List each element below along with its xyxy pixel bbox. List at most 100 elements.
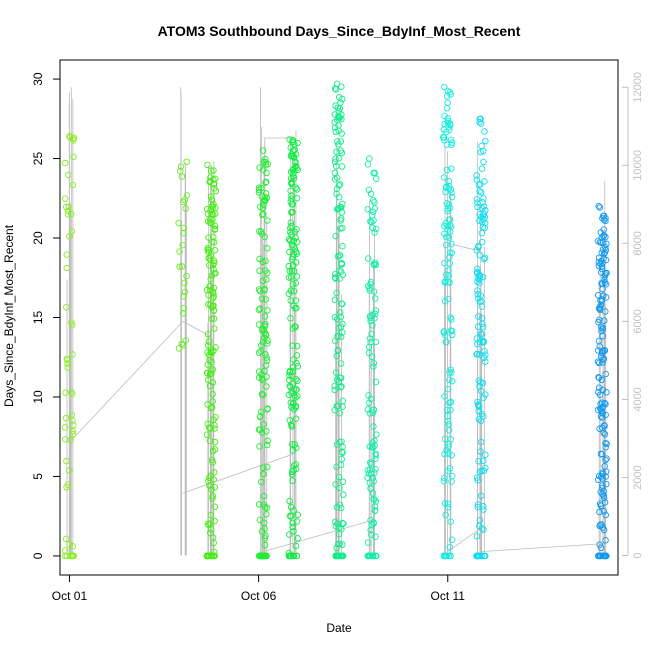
scatter-point — [370, 519, 377, 526]
scatter-point — [61, 552, 69, 560]
scatter-point — [474, 278, 481, 286]
scatter-point — [210, 293, 218, 300]
scatter-point — [603, 389, 610, 396]
scatter-point — [602, 256, 610, 264]
scatter-point — [602, 473, 609, 480]
scatter-point — [331, 518, 339, 526]
scatter-point — [366, 410, 374, 417]
scatter-point — [69, 351, 76, 358]
line-series-segment — [447, 527, 482, 552]
scatter-point — [595, 374, 603, 382]
scatter-point — [479, 147, 487, 155]
scatter-point — [209, 390, 216, 398]
scatter-point — [336, 105, 344, 112]
scatter-point — [446, 228, 454, 235]
scatter-point — [372, 552, 379, 560]
scatter-point — [180, 305, 188, 312]
scatter-point — [212, 413, 219, 421]
scatter-point — [210, 181, 217, 188]
scatter-point — [210, 290, 217, 297]
scatter-point — [255, 306, 263, 314]
scatter-point — [443, 406, 451, 414]
scatter-point — [292, 297, 300, 304]
scatter-point — [264, 244, 271, 252]
scatter-point — [444, 500, 452, 508]
scatter-point — [255, 501, 263, 508]
scatter-point — [210, 469, 218, 476]
scatter-point — [63, 457, 70, 465]
scatter-point — [263, 169, 270, 177]
scatter-point — [444, 503, 452, 511]
scatter-point — [287, 228, 294, 236]
scatter-point — [600, 492, 608, 499]
scatter-point — [288, 470, 296, 478]
scatter-point — [444, 385, 452, 393]
scatter-point — [337, 313, 345, 321]
scatter-point — [256, 516, 264, 524]
scatter-point — [372, 307, 380, 314]
scatter-point — [365, 349, 373, 357]
scatter-point — [263, 276, 270, 283]
scatter-point — [372, 261, 380, 269]
scatter-point — [208, 315, 215, 323]
scatter-point — [599, 326, 606, 333]
scatter-point — [64, 211, 72, 218]
scatter-point — [600, 552, 608, 560]
scatter-point — [333, 289, 340, 297]
scatter-points — [61, 80, 610, 560]
scatter-point — [367, 485, 374, 492]
scatter-point — [261, 193, 269, 201]
scatter-point — [286, 497, 293, 505]
scatter-point — [289, 523, 296, 531]
scatter-point — [602, 294, 610, 301]
scatter-point — [447, 518, 454, 525]
scatter-point — [256, 203, 264, 211]
scatter-point — [211, 222, 219, 230]
scatter-point — [597, 229, 605, 236]
scatter-point — [261, 541, 269, 549]
scatter-point — [264, 340, 271, 347]
scatter-point — [264, 307, 271, 314]
scatter-point — [599, 332, 606, 340]
x-axis-label: Date — [326, 621, 352, 635]
scatter-point — [372, 225, 380, 233]
scatter-point — [480, 203, 488, 210]
scatter-point — [291, 159, 299, 167]
scatter-point — [339, 224, 346, 232]
scatter-point — [443, 200, 451, 207]
scatter-point — [63, 303, 70, 311]
scatter-point — [335, 141, 342, 148]
scatter-point — [445, 450, 452, 457]
scatter-point — [62, 436, 69, 443]
scatter-point — [332, 128, 340, 136]
scatter-point — [442, 278, 449, 285]
scatter-point — [258, 408, 265, 416]
scatter-point — [473, 335, 481, 342]
scatter-point — [289, 138, 296, 146]
scatter-point — [476, 115, 483, 123]
scatter-point — [70, 153, 77, 161]
scatter-point — [602, 214, 609, 222]
scatter-point — [258, 478, 265, 486]
scatter-point — [364, 161, 372, 168]
scatter-point — [597, 269, 605, 276]
scatter-point — [338, 83, 345, 90]
scatter-point — [475, 416, 483, 423]
scatter-point — [64, 360, 71, 367]
scatter-point — [477, 120, 485, 127]
scatter-point — [367, 526, 374, 534]
scatter-point — [64, 481, 71, 489]
scatter-point — [596, 391, 604, 399]
scatter-point — [338, 209, 346, 216]
scatter-point — [210, 302, 217, 309]
scatter-point — [600, 216, 608, 224]
scatter-point — [339, 478, 347, 486]
scatter-point — [65, 203, 72, 210]
scatter-point — [372, 533, 379, 541]
scatter-point — [441, 450, 448, 458]
scatter-point — [256, 443, 263, 450]
scatter-point — [287, 383, 294, 391]
scatter-point — [596, 204, 604, 211]
scatter-point — [335, 113, 342, 120]
